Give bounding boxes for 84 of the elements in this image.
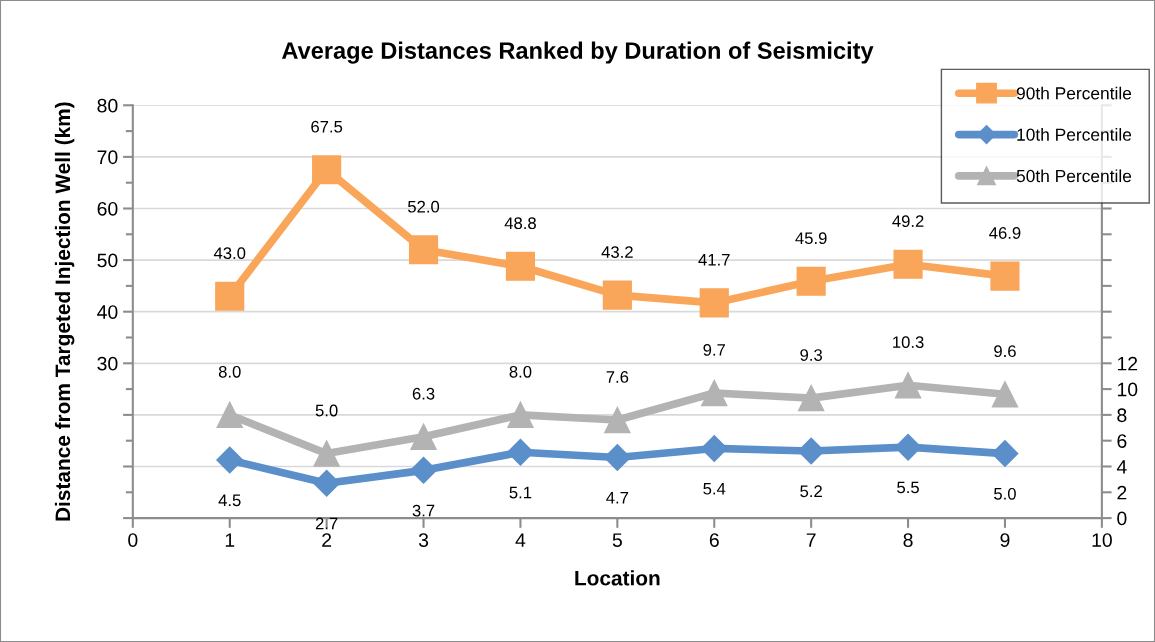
y2-tick-label: 4 <box>1116 460 1127 474</box>
data-label: 9.7 <box>703 343 725 356</box>
data-label: 10.3 <box>893 336 924 349</box>
data-label: 8.0 <box>218 365 241 378</box>
legend-label: 90th Percentile <box>1016 86 1132 100</box>
data-label: 5.1 <box>509 486 532 499</box>
data-label: 5.4 <box>703 482 726 495</box>
legend-label: 50th Percentile <box>1016 169 1132 183</box>
point <box>312 155 342 185</box>
x-tick-label: 4 <box>515 533 526 547</box>
data-label: 5.0 <box>994 487 1016 500</box>
point <box>313 440 340 467</box>
y2-tick-label: 10 <box>1117 382 1138 397</box>
x-tick-label: 0 <box>128 533 138 547</box>
data-label: 3.7 <box>412 504 435 517</box>
x-tick-label: 5 <box>612 533 622 547</box>
y-tick-label: 70 <box>97 150 118 165</box>
point <box>604 406 631 434</box>
data-label: 49.2 <box>892 215 924 228</box>
point <box>797 384 825 412</box>
x-tick-label: 3 <box>418 533 429 547</box>
y-tick-label: 60 <box>97 201 118 216</box>
data-label: 48.8 <box>504 217 536 230</box>
point <box>410 423 437 451</box>
point <box>893 249 923 279</box>
y-axis-title: Distance from Targeted Injection Well (km) <box>54 102 75 521</box>
point <box>408 235 439 265</box>
data-label: 5.5 <box>897 481 919 494</box>
x-tick-label: 2 <box>322 533 332 547</box>
data-label: 4.5 <box>218 494 241 507</box>
y-tick-label: 80 <box>97 98 118 113</box>
point <box>313 469 341 497</box>
point <box>894 433 922 461</box>
data-label: 7.6 <box>606 371 629 383</box>
data-label: 4.7 <box>606 491 629 504</box>
point <box>894 372 922 399</box>
point <box>216 401 243 429</box>
point <box>410 456 438 484</box>
y2-tick-label: 6 <box>1117 434 1127 448</box>
point <box>796 266 826 296</box>
point <box>700 434 728 462</box>
chart-title: Average Distances Ranked by Duration of Seismicity <box>282 41 874 64</box>
point <box>701 379 728 407</box>
y2-tick-label: 8 <box>1117 408 1127 423</box>
data-label: 41.7 <box>698 254 730 266</box>
data-label: 6.3 <box>412 387 435 400</box>
data-label: 43.0 <box>213 247 246 260</box>
point <box>507 401 534 429</box>
data-label: 9.3 <box>800 349 823 361</box>
x-axis-title: Location <box>575 570 660 586</box>
point <box>797 437 825 465</box>
x-tick-label: 1 <box>225 533 235 547</box>
y2-tick-label: 12 <box>1117 356 1138 371</box>
data-label: 9.6 <box>994 345 1016 358</box>
data-label: 8.0 <box>509 365 532 378</box>
point <box>215 281 245 311</box>
y-tick-label: 30 <box>97 356 118 371</box>
point <box>602 280 632 310</box>
data-label: 5.2 <box>800 485 822 498</box>
legend-label: 10th Percentile <box>1017 128 1132 141</box>
data-label: 46.9 <box>989 227 1021 239</box>
data-label: 43.2 <box>601 246 633 258</box>
x-tick-label: 10 <box>1092 533 1112 547</box>
point <box>990 261 1020 291</box>
point <box>216 446 244 474</box>
point <box>699 288 729 318</box>
x-tick-label: 8 <box>903 533 913 547</box>
y-tick-label: 50 <box>97 253 118 268</box>
point <box>603 444 631 471</box>
y-tick-label: 40 <box>97 305 118 319</box>
y2-tick-label: 0 <box>1117 511 1127 526</box>
x-tick-label: 9 <box>1000 533 1010 547</box>
point <box>991 440 1019 468</box>
point <box>991 381 1019 408</box>
data-label: 52.0 <box>407 200 440 213</box>
x-tick-label: 7 <box>806 533 816 547</box>
y2-tick-label: 2 <box>1117 485 1127 500</box>
data-label: 2.7 <box>315 517 338 530</box>
point <box>506 438 534 466</box>
x-tick-label: 6 <box>709 533 719 547</box>
data-label: 5.0 <box>315 404 338 417</box>
point <box>505 251 536 281</box>
data-label: 45.9 <box>795 232 827 245</box>
data-label: 67.5 <box>311 120 343 133</box>
